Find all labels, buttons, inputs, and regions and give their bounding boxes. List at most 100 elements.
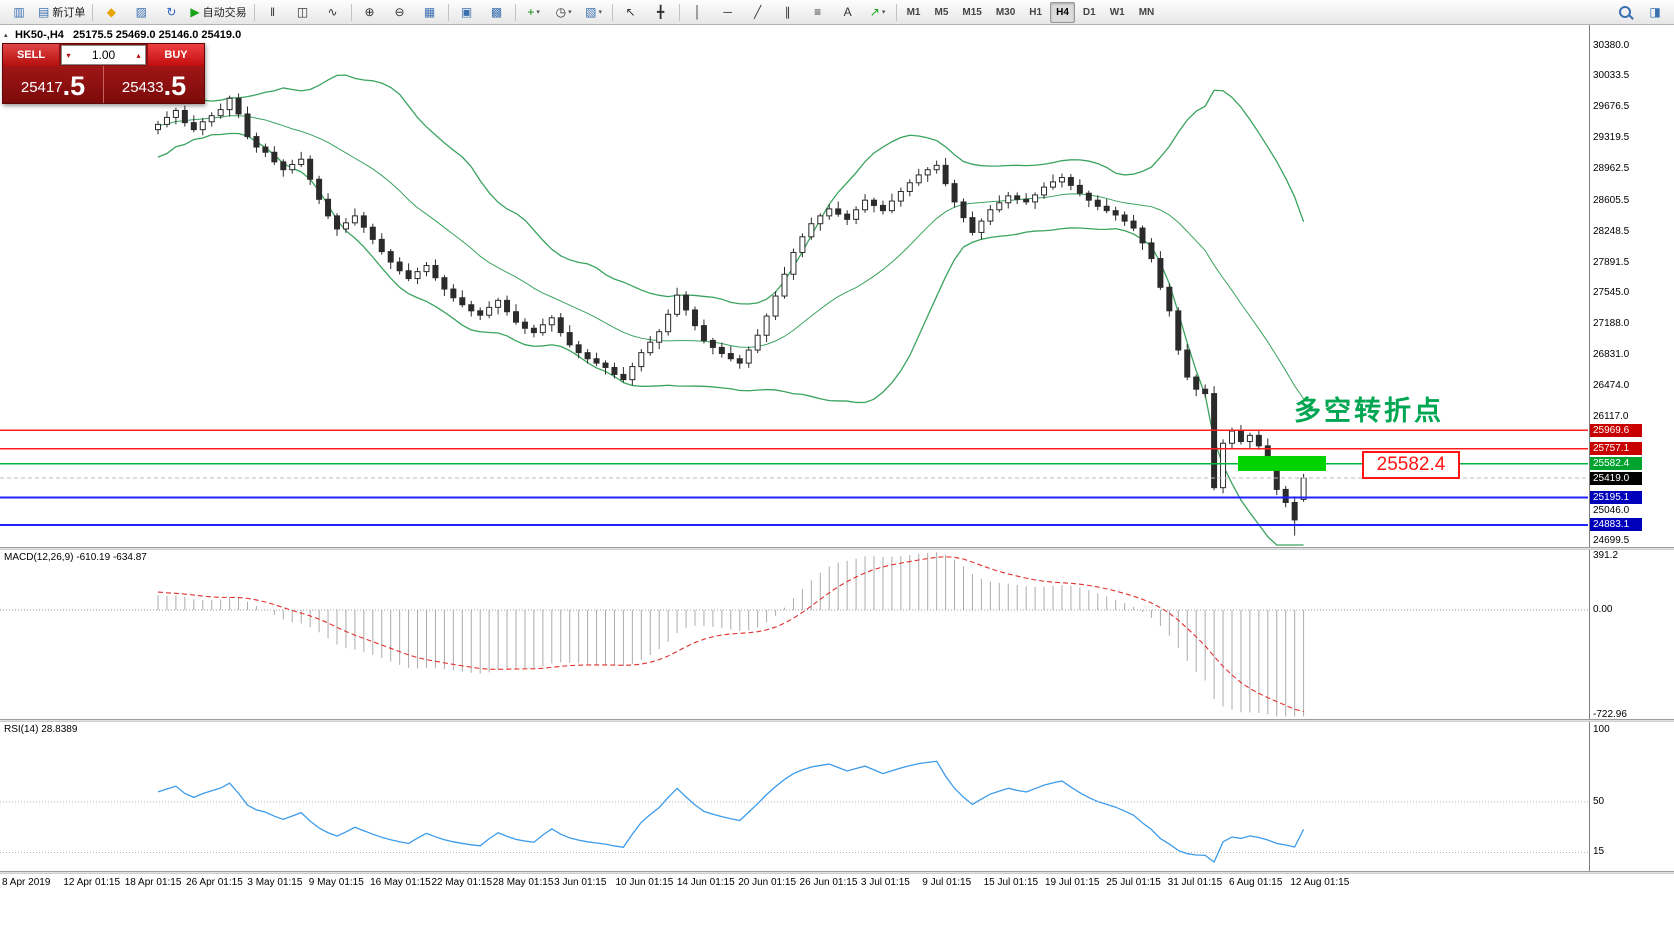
candle [1291,501,1298,521]
periods-button-dropdown-icon[interactable]: ▾ [568,9,572,16]
date-label: 26 Jun 01:15 [799,877,858,888]
chart-title: HK50-,H4 25175.5 25469.0 25146.0 25419.0 [15,29,241,41]
main-chart[interactable]: ▴ HK50-,H4 25175.5 25469.0 25146.0 25419… [0,25,1588,547]
candle [683,294,690,311]
horizontal-line-icon: ─ [723,5,732,19]
rsi-header: RSI(14) 28.8389 [4,724,78,735]
highlight-rectangle[interactable] [1238,455,1326,471]
price-callout-label[interactable]: 25582.4 [1362,451,1460,479]
tile-windows-icon: ▦ [423,5,436,19]
candle [1175,310,1182,351]
line-chart-button[interactable]: ∿ [318,1,348,24]
zoom-in-button[interactable]: ⊕ [355,1,385,24]
turning-point-annotation[interactable]: 多空转折点 [1294,396,1444,426]
timeframe-button-m15[interactable]: M15 [962,6,982,18]
candle [1193,376,1200,390]
candle [951,183,958,203]
toolbar-group: ▣ ▩ [452,0,512,24]
price-chart-canvas[interactable] [0,25,1588,547]
periods-button[interactable]: ◷ ▾ [549,1,579,24]
timeframe-button-m1[interactable]: M1 [906,6,921,18]
horizontal-line-button[interactable]: ─ [713,1,743,24]
candle [987,209,994,222]
timeframe-button-mn[interactable]: MN [1138,6,1155,18]
refresh-button[interactable]: ↻ [156,1,186,24]
panel-separator[interactable] [0,719,1674,722]
data-window-button[interactable]: ◨ [1640,1,1670,24]
zoom-out-button[interactable]: ⊖ [385,1,415,24]
candle [530,327,537,334]
candle [647,341,654,354]
candlestick-chart-button[interactable]: ◫ [288,1,318,24]
new-order-button[interactable]: ▤ 新订单 [34,1,89,24]
candlestick-chart-icon: ◫ [296,5,309,19]
timeframe-button-m30[interactable]: M30 [995,6,1016,18]
bar-chart-button[interactable]: ‖ [258,1,288,24]
candle [1041,186,1048,196]
cursor-button[interactable]: ↖ [616,1,646,24]
templates-button[interactable]: ▧ ▾ [579,1,609,24]
arrows-button[interactable]: ↗ ▾ [863,1,893,24]
price-axis-label: 25046.0 [1593,504,1630,516]
macd-canvas[interactable] [0,550,1588,719]
indicators-button[interactable]: + ▾ [519,1,549,24]
toolbar-separator [447,3,449,21]
crosshair-button[interactable]: ╋ [646,1,676,24]
indicators-button-dropdown-icon[interactable]: ▾ [536,9,540,16]
date-label: 12 Aug 01:15 [1290,877,1350,888]
favorites-button[interactable]: ◆ [96,1,126,24]
candle [539,324,546,334]
price-axis[interactable]: 30380.0 30033.5 29676.5 29319.5 28962.5 28605… [1589,25,1674,547]
candle [378,238,385,253]
autotrade-button[interactable]: ▶ 自动交易 [186,1,250,24]
macd-signal-line [157,556,1304,712]
vertical-line-button[interactable]: │ [683,1,713,24]
arrange-windows-button[interactable]: ▣ [452,1,482,24]
volume-input[interactable]: 1.00 [91,48,116,62]
equidistant-channel-button[interactable]: ∥ [773,1,803,24]
cascade-windows-button[interactable]: ▩ [482,1,512,24]
market-watch-icon: ▨ [135,5,148,19]
candle [1202,388,1209,395]
templates-button-dropdown-icon[interactable]: ▾ [598,9,602,16]
date-label: 31 Jul 01:15 [1167,877,1223,888]
macd-panel[interactable]: MACD(12,26,9) -610.19 -634.87 [0,550,1588,719]
price-level-tag: 25757.1 [1590,442,1642,456]
search-button[interactable] [1610,1,1640,24]
one-click-trading-panel: SELL ▾ 1.00 ▴ BUY 25417.5 25433.5 [2,43,205,104]
timeframe-button-h1[interactable]: H1 [1029,6,1043,18]
macd-axis-label: -722.96 [1593,709,1627,720]
volume-decrease-button[interactable]: ▾ [66,50,71,60]
candle [808,223,815,238]
trendline-button[interactable]: ╱ [743,1,773,24]
toolbar-group: ▥ ▤ 新订单 [4,0,89,24]
toolbar-group: ‖ ◫ ∿ [258,0,348,24]
panel-separator[interactable] [0,547,1674,550]
arrows-button-dropdown-icon[interactable]: ▾ [881,9,886,16]
timeframe-button-h4[interactable]: H4 [1050,1,1075,23]
rsi-canvas[interactable] [0,722,1588,871]
sell-button[interactable]: SELL [3,44,59,66]
timeframe-button-w1[interactable]: W1 [1109,6,1125,18]
candle [1085,192,1092,201]
bollinger-upper-band [157,74,1305,305]
symbol-window-button[interactable]: ▥ [4,1,34,24]
date-label: 18 Apr 01:15 [124,877,182,888]
tile-windows-button[interactable]: ▦ [415,1,445,24]
chart-collapse-icon[interactable]: ▴ [4,32,8,39]
text-label-button[interactable]: A [833,1,863,24]
buy-price[interactable]: 25433.5 [104,66,204,103]
candle [1166,286,1173,312]
date-axis[interactable]: 8 Apr 2019 12 Apr 01:15 18 Apr 01:15 26 Apr… [0,874,1674,951]
timeframe-button-d1[interactable]: D1 [1082,6,1096,18]
market-watch-button[interactable]: ▨ [126,1,156,24]
timeframe-toolbar: M1 M5 M15 M30 H1 H4 D1 W1 MN [900,0,1162,24]
candle [163,116,170,125]
rsi-panel[interactable]: RSI(14) 28.8389 [0,722,1588,871]
fibonacci-button[interactable]: ≡ [803,1,833,24]
volume-increase-button[interactable]: ▴ [136,50,141,60]
price-axis-label: 28248.5 [1593,225,1630,237]
sell-price[interactable]: 25417.5 [3,66,103,103]
timeframe-button-m5[interactable]: M5 [934,6,949,18]
buy-button[interactable]: BUY [148,44,204,66]
